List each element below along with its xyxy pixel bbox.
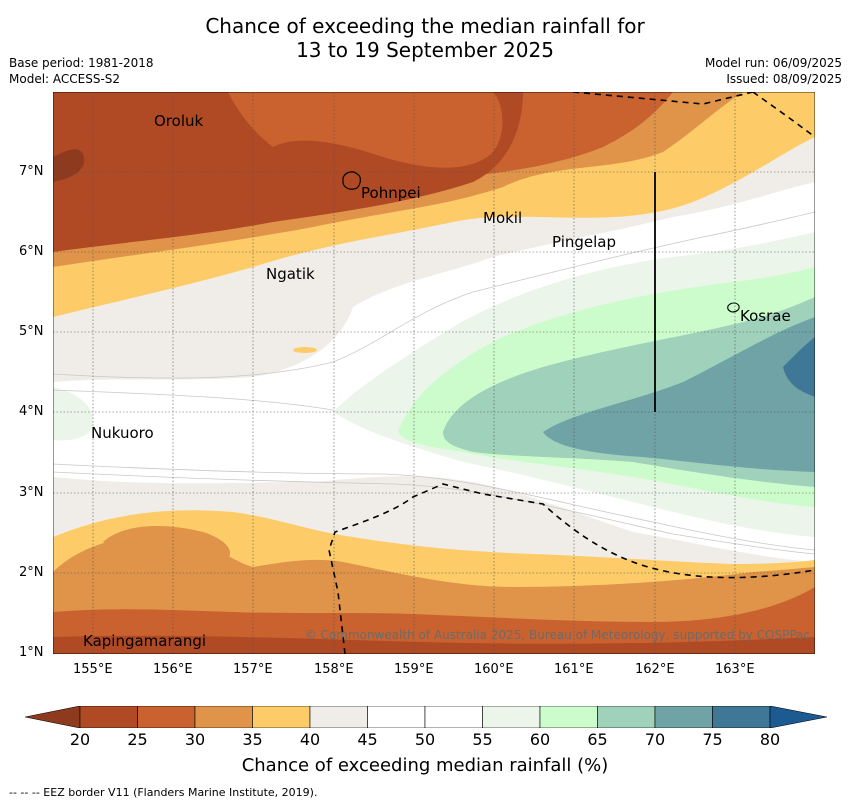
colorbar-tick-label: 35 <box>242 730 263 749</box>
lat-tick-label: 7°N <box>19 164 44 179</box>
band-70-75 <box>543 317 815 472</box>
band-75-80 <box>783 337 815 397</box>
pohnpei-island <box>342 171 361 190</box>
kosrae-island <box>727 302 740 313</box>
colorbar-segment <box>482 706 541 728</box>
place-label: Ngatik <box>266 265 315 283</box>
band-35-40-patch <box>293 347 317 353</box>
band-20-25-north <box>53 92 815 252</box>
colorbar-segment <box>79 706 138 728</box>
band-30-35-south-inner <box>103 526 231 566</box>
title-line-1: Chance of exceeding the median rainfall … <box>205 14 645 38</box>
colorbar-tick-label: 70 <box>644 730 666 749</box>
place-label: Kosrae <box>740 307 791 325</box>
colorbar-segment <box>539 706 598 728</box>
place-label: Pohnpei <box>361 184 421 202</box>
colorbar-segment <box>424 706 483 728</box>
colorbar-tick-label: 50 <box>414 730 436 749</box>
band-55-60-west <box>53 387 93 441</box>
colorbar-segment <box>597 706 656 728</box>
colorbar-segment <box>194 706 253 728</box>
graticule <box>53 92 815 654</box>
colorbar-segment <box>712 706 771 728</box>
place-label: Mokil <box>483 209 523 227</box>
eez-border <box>328 92 815 654</box>
lon-tick-label: 161°E <box>554 662 594 677</box>
place-label: Nukuoro <box>91 424 154 442</box>
lon-tick-label: 157°E <box>233 662 273 677</box>
place-label: Pingelap <box>552 233 617 251</box>
colorbar-over-arrow <box>769 706 827 728</box>
lon-tick-label: 160°E <box>474 662 514 677</box>
colorbar-tick-label: 25 <box>127 730 148 749</box>
colorbar-tick-label: 40 <box>299 730 321 749</box>
lon-tick-label: 159°E <box>394 662 434 677</box>
colorbar-label: Chance of exceeding median rainfall (%) <box>241 755 609 776</box>
issued-label: Issued: 08/09/2025 <box>726 72 842 86</box>
lon-tick-label: 155°E <box>73 662 113 677</box>
colorbar-tick-label: 65 <box>587 730 608 749</box>
contour-lines <box>53 211 815 555</box>
colorbar-tick-label: 55 <box>472 730 493 749</box>
colorbar-tick-label: 80 <box>759 730 781 749</box>
lat-tick-label: 2°N <box>19 565 44 580</box>
model-run-label: Model run: 06/09/2025 <box>704 56 842 70</box>
colorbar-tick-label: 60 <box>529 730 551 749</box>
copyright-notice: © Commonwealth of Australia 2025, Bureau… <box>304 628 810 642</box>
model-label: Model: ACCESS-S2 <box>9 72 121 86</box>
colorbar-tick-label: 30 <box>184 730 206 749</box>
lat-tick-label: 3°N <box>19 485 44 500</box>
title-line-2: 13 to 19 September 2025 <box>296 38 554 62</box>
lat-tick-label: 4°N <box>19 404 44 419</box>
rainfall-probability-map <box>53 92 815 654</box>
lat-tick-label: 5°N <box>19 324 44 339</box>
colorbar-tick-label: 20 <box>69 730 91 749</box>
place-label: Oroluk <box>154 112 204 130</box>
colorbar-segment <box>654 706 713 728</box>
colorbar <box>25 706 827 728</box>
colorbar-segment <box>137 706 196 728</box>
lon-tick-label: 158°E <box>314 662 354 677</box>
lon-tick-label: 163°E <box>715 662 755 677</box>
lon-tick-label: 162°E <box>635 662 675 677</box>
place-label: Kapingamarangi <box>83 632 207 650</box>
base-period-label: Base period: 1981-2018 <box>9 56 154 70</box>
lat-tick-label: 6°N <box>19 244 44 259</box>
band-20-25-south <box>53 635 815 654</box>
colorbar-segment <box>252 706 311 728</box>
lat-tick-label: 1°N <box>19 645 44 660</box>
colorbar-tick-label: 75 <box>702 730 723 749</box>
band-under-20-north <box>53 149 85 182</box>
lon-tick-label: 156°E <box>153 662 193 677</box>
eez-footnote: -- -- -- EEZ border V11 (Flanders Marine… <box>9 786 318 799</box>
colorbar-segment <box>367 706 426 728</box>
colorbar-under-arrow <box>25 706 81 728</box>
colorbar-tick-label: 45 <box>357 730 378 749</box>
colorbar-segment <box>309 706 368 728</box>
